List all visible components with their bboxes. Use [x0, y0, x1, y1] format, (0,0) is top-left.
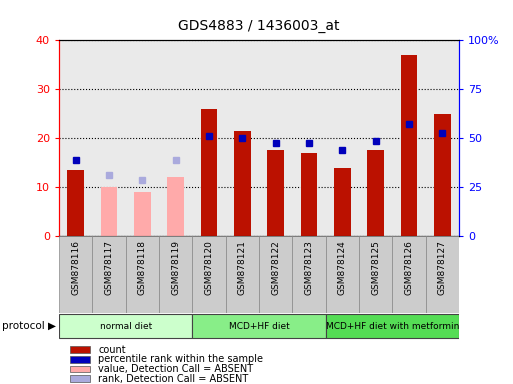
Text: GSM878123: GSM878123: [305, 240, 313, 295]
Text: count: count: [98, 345, 126, 355]
Bar: [67, 170, 84, 236]
Bar: [70, 366, 90, 372]
Text: GSM878127: GSM878127: [438, 240, 447, 295]
Bar: [70, 346, 90, 353]
Text: rank, Detection Call = ABSENT: rank, Detection Call = ABSENT: [98, 374, 249, 384]
Text: MCD+HF diet: MCD+HF diet: [229, 322, 289, 331]
Bar: [401, 55, 418, 236]
Bar: [359, 236, 392, 313]
Bar: [192, 40, 226, 236]
Bar: [334, 167, 351, 236]
Text: GSM878126: GSM878126: [405, 240, 413, 295]
Bar: [426, 40, 459, 236]
Bar: [367, 151, 384, 236]
Bar: [192, 314, 326, 339]
Bar: [326, 314, 459, 339]
Text: GSM878121: GSM878121: [238, 240, 247, 295]
Bar: [359, 40, 392, 236]
Bar: [326, 40, 359, 236]
Bar: [392, 236, 426, 313]
Bar: [226, 236, 259, 313]
Text: GSM878124: GSM878124: [338, 240, 347, 295]
Bar: [292, 236, 326, 313]
Bar: [259, 40, 292, 236]
Bar: [259, 236, 292, 313]
Text: protocol ▶: protocol ▶: [3, 321, 56, 331]
Text: GSM878116: GSM878116: [71, 240, 80, 295]
Bar: [167, 177, 184, 236]
Bar: [92, 236, 126, 313]
Bar: [92, 40, 126, 236]
Text: GDS4883 / 1436003_at: GDS4883 / 1436003_at: [179, 19, 340, 33]
Text: GSM878117: GSM878117: [105, 240, 113, 295]
Bar: [267, 151, 284, 236]
Bar: [292, 40, 326, 236]
Text: GSM878120: GSM878120: [205, 240, 213, 295]
Bar: [201, 109, 218, 236]
Bar: [126, 40, 159, 236]
Bar: [434, 114, 451, 236]
Bar: [226, 40, 259, 236]
Text: GSM878122: GSM878122: [271, 240, 280, 295]
Bar: [70, 356, 90, 363]
Bar: [234, 131, 251, 236]
Bar: [59, 236, 92, 313]
Bar: [59, 40, 92, 236]
Bar: [326, 236, 359, 313]
Bar: [426, 236, 459, 313]
Text: GSM878119: GSM878119: [171, 240, 180, 295]
Bar: [159, 40, 192, 236]
Bar: [59, 314, 192, 339]
Bar: [159, 236, 192, 313]
Bar: [126, 236, 159, 313]
Bar: [392, 40, 426, 236]
Text: percentile rank within the sample: percentile rank within the sample: [98, 354, 263, 364]
Bar: [192, 236, 226, 313]
Text: GSM878118: GSM878118: [138, 240, 147, 295]
Bar: [134, 192, 151, 236]
Text: GSM878125: GSM878125: [371, 240, 380, 295]
Bar: [101, 187, 117, 236]
Bar: [70, 375, 90, 382]
Bar: [301, 153, 318, 236]
Text: value, Detection Call = ABSENT: value, Detection Call = ABSENT: [98, 364, 253, 374]
Text: normal diet: normal diet: [100, 322, 152, 331]
Text: MCD+HF diet with metformin: MCD+HF diet with metformin: [326, 322, 459, 331]
